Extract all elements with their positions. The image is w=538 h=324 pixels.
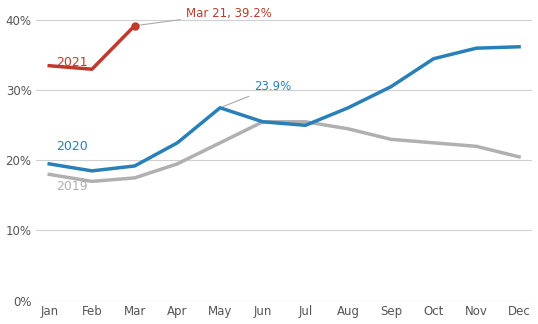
Text: 2020: 2020	[55, 140, 87, 153]
Text: 23.9%: 23.9%	[223, 80, 292, 107]
Text: 2019: 2019	[55, 180, 87, 193]
Text: 2021: 2021	[55, 56, 87, 69]
Text: Mar 21, 39.2%: Mar 21, 39.2%	[137, 6, 272, 25]
